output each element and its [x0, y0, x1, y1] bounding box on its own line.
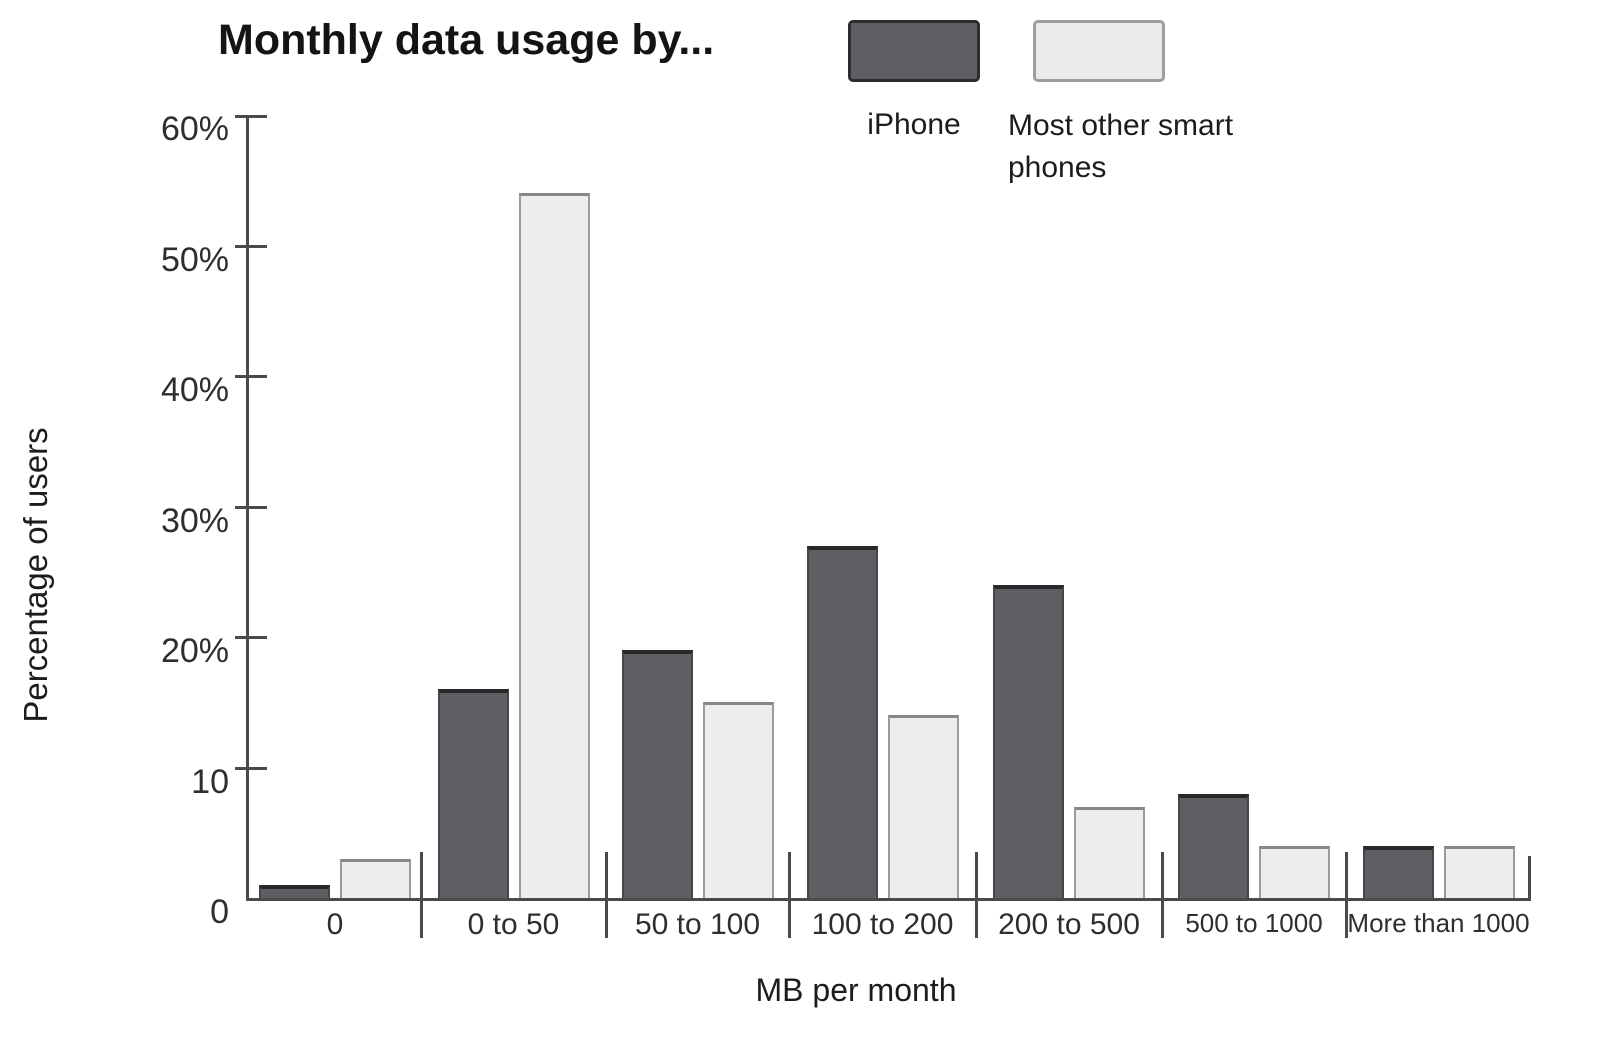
y-axis-tick-60 — [235, 115, 267, 118]
bar-other-smartphones-50-to-100 — [702, 702, 774, 898]
y-tick-label-60: 60% — [160, 110, 229, 148]
y-axis-tick-30 — [235, 505, 267, 509]
x-category-divider — [788, 852, 791, 938]
y-tick-label-30: 30% — [160, 501, 229, 540]
x-category-divider — [605, 852, 608, 938]
bar-other-smartphones-100-to-200 — [887, 715, 959, 898]
x-axis-title: MB per month — [755, 972, 957, 1008]
legend-swatch-other-smartphones — [1033, 20, 1165, 82]
legend-label-other-smartphones: Most other smart phones — [1008, 109, 1234, 184]
bar-other-smartphones-0 — [340, 859, 411, 898]
legend-swatch-iphone — [848, 20, 980, 82]
x-category-divider — [1345, 852, 1348, 938]
bar-other-smartphones-more-than-1000 — [1443, 846, 1515, 898]
x-tick-label-200-to-500: 200 to 500 — [998, 908, 1140, 941]
y-axis-tick-50 — [235, 244, 267, 248]
y-tick-label-40: 40% — [160, 371, 229, 409]
y-axis-title: Percentage of users — [17, 427, 54, 723]
bar-other-smartphones-500-to-1000 — [1259, 846, 1330, 898]
x-tick-label-50-to-100: 50 to 100 — [634, 908, 761, 941]
bar-iphone-50-to-100 — [621, 650, 693, 898]
bar-iphone-500-to-1000 — [1178, 794, 1249, 898]
y-axis-tick-20 — [235, 636, 267, 639]
bar-iphone-200-to-500 — [993, 585, 1064, 898]
bar-iphone-more-than-1000 — [1362, 846, 1434, 898]
x-tick-label-500-to-1000: 500 to 1000 — [1185, 908, 1323, 938]
x-axis-end-tick — [1528, 856, 1531, 898]
plot-area: 60% 50% 40% 30% 20% 10 0 0 0 to 50 50 to 100 100 t… — [161, 110, 1531, 941]
x-tick-label-0-to-50: 0 to 50 — [467, 908, 560, 941]
x-tick-label-100-to-200: 100 to 200 — [811, 908, 954, 941]
x-tick-label-more-than-1000: More than 1000 — [1347, 908, 1530, 938]
bar-iphone-100-to-200 — [806, 546, 878, 898]
bar-other-smartphones-0-to-50 — [518, 193, 590, 898]
y-axis-tick-40 — [235, 375, 267, 378]
x-category-divider — [1161, 852, 1164, 938]
bar-iphone-0 — [259, 885, 330, 898]
x-tick-label-0: 0 — [326, 908, 344, 941]
legend-label-iphone: iPhone — [867, 108, 961, 141]
x-category-divider — [420, 852, 423, 938]
chart-title: Monthly data usage by... — [218, 16, 715, 64]
bar-other-smartphones-200-to-500 — [1074, 807, 1145, 898]
y-axis-tick-10 — [235, 766, 267, 770]
bar-iphone-0-to-50 — [437, 689, 509, 898]
y-tick-label-0: 0 — [210, 893, 229, 931]
y-tick-label-20: 20% — [160, 632, 229, 670]
y-tick-label-10: 10 — [191, 762, 229, 801]
x-category-divider — [975, 852, 978, 938]
y-tick-label-50: 50% — [160, 240, 229, 279]
